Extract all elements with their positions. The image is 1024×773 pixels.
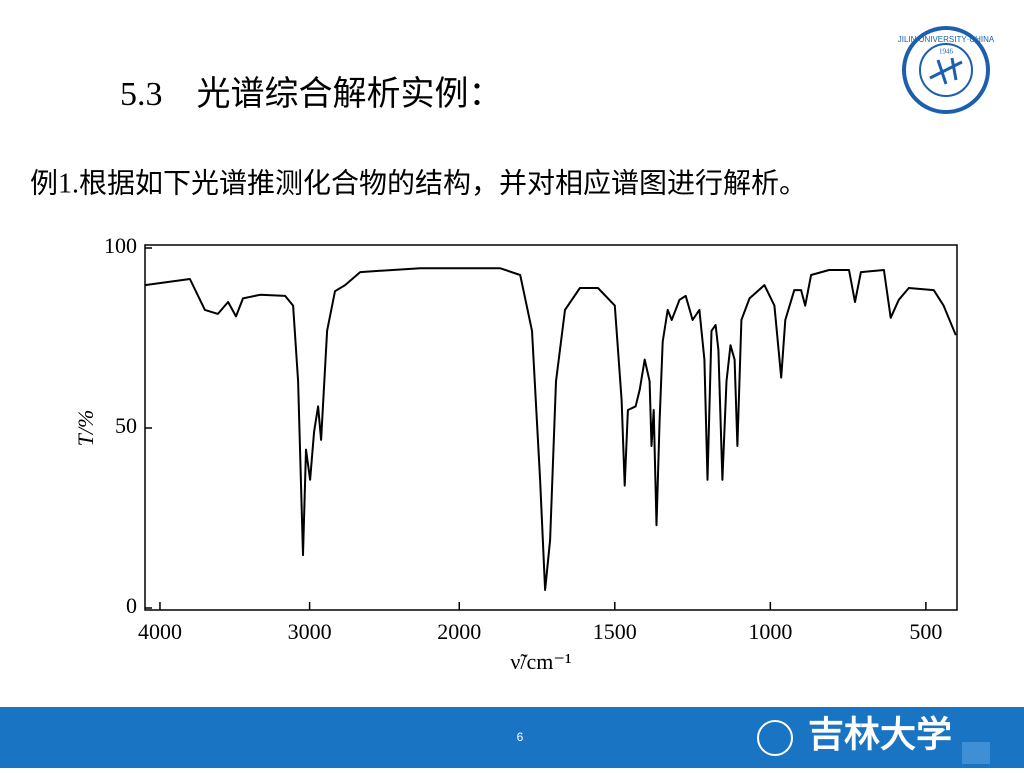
logo-year: 1946 [939,48,954,56]
footer-box [962,742,990,764]
x-tick-label: 3000 [288,619,332,644]
logo-inner [919,43,973,97]
y-tick-label: 0 [126,593,137,618]
plot-frame [144,244,958,611]
x-tick-label: 1500 [593,619,637,644]
footer-logo [757,720,793,756]
page-number: 6 [517,730,524,744]
heading: 5.3 光谱综合解析实例： [120,75,503,113]
logo: JILIN UNIVERSITY·CHINA 1946 [898,26,995,114]
y-tick-label: 100 [104,233,137,258]
x-tick-label: 4000 [138,619,182,644]
footer-name: 吉林大学 [808,713,952,754]
footer-bar [0,707,1024,768]
spectrum-line [144,267,957,591]
x-axis-label: ν̃/cm⁻¹ [510,649,571,674]
x-tick-label: 1000 [748,619,792,644]
y-tick-label: 50 [115,413,137,438]
x-tick-label: 500 [909,619,942,644]
prompt: 例1.根据如下光谱推测化合物的结构，并对相应谱图进行解析。 [30,167,807,199]
logo-ring-text: JILIN UNIVERSITY·CHINA [898,35,995,44]
logo-emblem [929,57,963,85]
x-tick-label: 2000 [437,619,481,644]
chart: 4000 3000 2000 1500 1000 500 0 50 100 ν̃/cm⁻¹ T/% [73,233,958,674]
y-axis-label: T/% [73,410,98,447]
